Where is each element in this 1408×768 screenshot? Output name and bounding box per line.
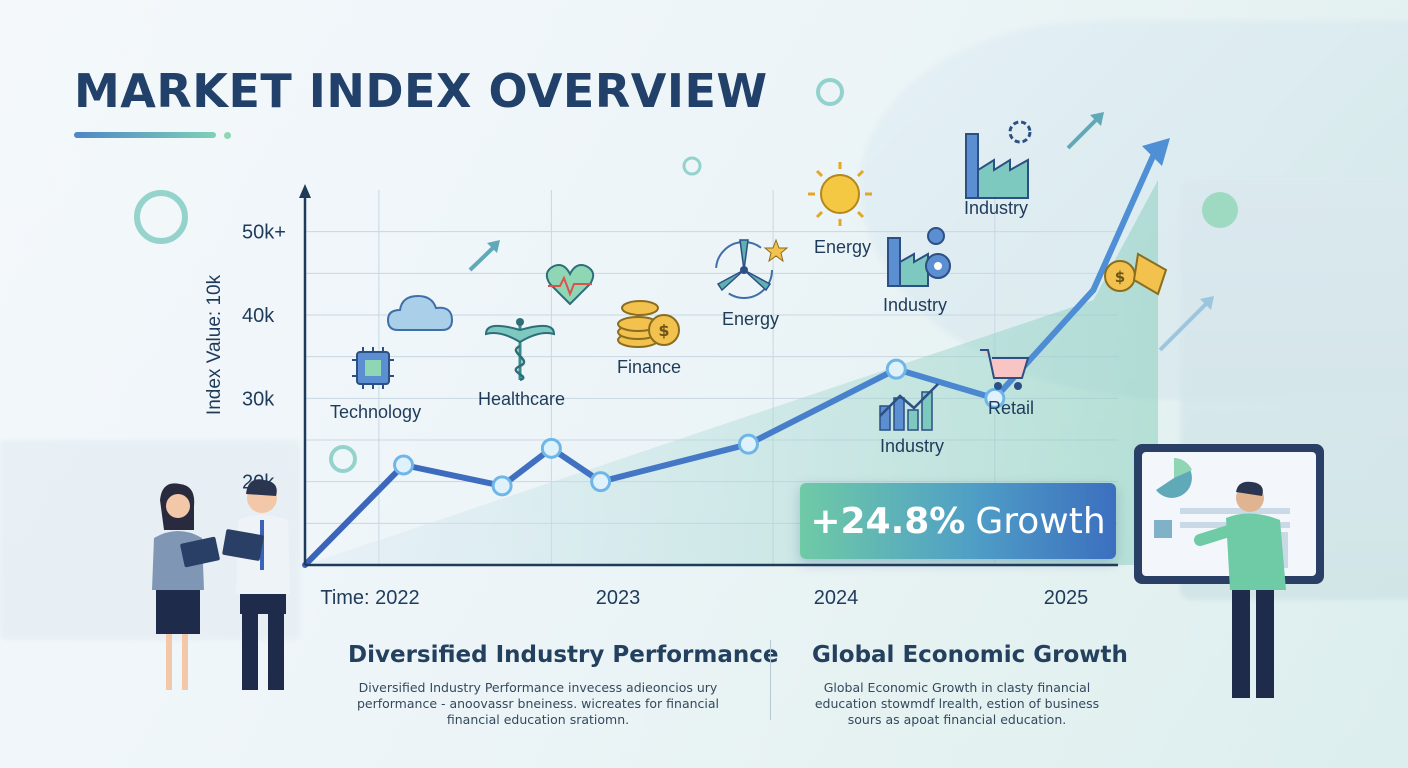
decor-ring	[134, 190, 188, 244]
section-global-growth: Global Economic Growth Global Economic G…	[812, 642, 1128, 728]
y-tick-labels: 20k30k40k50k+	[242, 222, 286, 494]
factory-icon	[965, 120, 1032, 199]
annotation-industry-bottom-label: Industry	[880, 436, 945, 456]
chart-area	[305, 180, 1158, 565]
factory-gear-icon	[887, 227, 951, 287]
cloud-icon	[386, 294, 454, 331]
annotation-energy-top-label: Energy	[814, 237, 872, 257]
annotation-energy-label: Energy	[722, 309, 780, 329]
wind-turbine-icon	[715, 238, 789, 299]
y-axis-arrow-icon	[299, 184, 311, 198]
cart-icon	[980, 349, 1030, 390]
growth-label: Growth	[975, 500, 1106, 542]
trend-arrow-head-icon	[1142, 138, 1170, 166]
price-tag-icon: $	[1104, 252, 1168, 296]
annotation-technology-label: Technology	[330, 402, 422, 422]
title-underline	[74, 132, 216, 138]
section-divider	[770, 640, 771, 720]
data-point	[737, 433, 759, 455]
annotation-healthcare-label: Healthcare	[478, 389, 566, 409]
section-body: Diversified Industry Performance inveces…	[356, 680, 720, 727]
decor-ring	[329, 445, 357, 473]
heart-pulse-icon	[545, 264, 595, 306]
data-point	[491, 475, 513, 497]
y-tick-label: 40k	[242, 305, 275, 327]
section-body: Global Economic Growth in clasty financi…	[814, 680, 1100, 727]
annotation-finance-label: Finance	[617, 357, 682, 377]
data-point	[540, 437, 562, 459]
decor-dot	[1202, 192, 1238, 228]
annotation-industry-label: Industry	[883, 295, 948, 315]
bar-growth-icon	[879, 383, 939, 431]
caduceus-icon	[484, 318, 556, 382]
businessman-illustration	[222, 479, 290, 690]
coins-icon: $	[617, 300, 680, 348]
svg-text:$: $	[1115, 268, 1125, 286]
y-tick-label: 50k+	[242, 222, 286, 244]
data-point	[393, 454, 415, 476]
chart-points	[393, 358, 1006, 497]
decor-ring	[816, 78, 844, 106]
page-title: MARKET INDEX OVERVIEW	[74, 64, 768, 118]
x-tick-labels: Time: 2022 2023 2024 2025	[320, 587, 1088, 609]
growth-callout: +24.8% Growth	[800, 483, 1116, 559]
data-point	[590, 471, 612, 493]
sun-icon	[808, 162, 872, 226]
businesswoman-illustration	[152, 483, 220, 690]
growth-value: +24.8%	[810, 500, 966, 542]
data-point	[984, 387, 1006, 409]
data-point	[885, 358, 907, 380]
chip-icon	[352, 347, 394, 389]
growth-arrow-icon	[468, 112, 1214, 352]
annotation-retail-label: Retail	[988, 398, 1035, 418]
trend-arrow-line	[1090, 151, 1157, 293]
y-tick-label: 30k	[242, 388, 275, 410]
decor-ring	[682, 156, 702, 176]
x-tick-label: 2023	[596, 587, 641, 609]
title-underline-dot	[224, 132, 231, 139]
x-tick-label: Time: 2022	[320, 587, 419, 609]
y-axis-label: Index Value: 10k	[204, 274, 225, 415]
svg-text:$: $	[658, 321, 669, 340]
x-tick-label: 2025	[1044, 587, 1089, 609]
presenter-person	[1194, 481, 1286, 698]
section-heading: Global Economic Growth	[812, 642, 1128, 668]
annotation-industry-top-label: Industry	[964, 198, 1029, 218]
area-fill	[305, 180, 1158, 565]
section-diversified-performance: Diversified Industry Performance Diversi…	[348, 642, 779, 728]
x-tick-label: 2024	[814, 587, 859, 609]
section-heading: Diversified Industry Performance	[348, 642, 779, 668]
